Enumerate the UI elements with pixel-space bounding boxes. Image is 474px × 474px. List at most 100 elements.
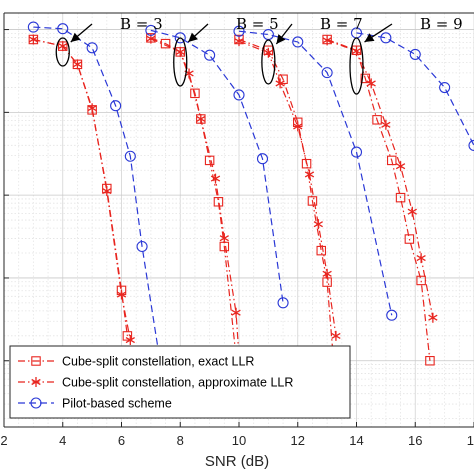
star-marker bbox=[28, 34, 39, 45]
square-marker bbox=[386, 155, 397, 166]
circle-marker bbox=[30, 397, 42, 409]
circle-marker bbox=[321, 67, 333, 79]
star-marker bbox=[263, 47, 274, 58]
circle-marker bbox=[233, 25, 245, 37]
circle-marker bbox=[292, 36, 304, 48]
star-marker bbox=[381, 119, 391, 130]
circle-marker bbox=[136, 240, 148, 253]
square-marker bbox=[301, 158, 312, 169]
legend-label: Pilot-based scheme bbox=[62, 397, 172, 411]
square-marker bbox=[316, 245, 326, 256]
legend-entry-1: Cube-split constellation, exact LLR bbox=[18, 355, 254, 369]
circle-marker bbox=[256, 153, 269, 165]
star-marker bbox=[234, 36, 244, 47]
star-marker bbox=[72, 59, 83, 70]
star-marker bbox=[304, 169, 315, 180]
x-tick-label: 6 bbox=[118, 433, 125, 448]
circle-marker bbox=[86, 42, 98, 54]
star-marker bbox=[275, 78, 285, 89]
star-marker bbox=[175, 46, 185, 57]
annotation-label: B = 9 bbox=[420, 15, 463, 33]
x-tick-label: 4 bbox=[59, 433, 66, 448]
star-marker bbox=[351, 46, 362, 57]
series-layer bbox=[27, 21, 474, 366]
series-line bbox=[326, 39, 434, 318]
square-marker bbox=[160, 38, 171, 49]
annotation-b2: B = 5 bbox=[173, 15, 279, 87]
star-marker bbox=[31, 377, 41, 387]
x-axis-title: SNR (dB) bbox=[205, 453, 269, 470]
star-marker bbox=[322, 268, 332, 279]
circle-marker bbox=[468, 139, 474, 152]
square-marker bbox=[122, 331, 133, 341]
annotation-b3: B = 7 bbox=[261, 15, 363, 85]
circle-marker bbox=[110, 100, 122, 112]
annotation-ellipse bbox=[349, 37, 364, 95]
star-marker bbox=[395, 161, 406, 172]
star-marker bbox=[58, 41, 68, 52]
circle-marker bbox=[174, 32, 186, 44]
annotation-label: B = 5 bbox=[236, 15, 279, 33]
x-tick-label: 12 bbox=[291, 433, 305, 448]
series-line bbox=[326, 38, 431, 361]
star-marker bbox=[416, 253, 426, 264]
x-tick-label: 16 bbox=[408, 433, 422, 448]
legend-box bbox=[9, 345, 351, 419]
legend-entry-2: Cube-split constellation, approximate LL… bbox=[18, 376, 293, 390]
star-marker bbox=[366, 78, 376, 89]
x-tick-label: 2 bbox=[0, 433, 7, 448]
star-marker bbox=[231, 307, 241, 318]
series-line bbox=[238, 40, 337, 337]
star-marker bbox=[210, 173, 221, 184]
series-2 bbox=[28, 33, 438, 362]
x-tick-label: 18 bbox=[467, 433, 474, 448]
legend: Cube-split constellation, exact LLR Cube-… bbox=[9, 345, 351, 419]
circle-marker bbox=[57, 23, 69, 35]
star-marker bbox=[331, 330, 341, 341]
star-marker bbox=[407, 206, 417, 217]
legend-label: Cube-split constellation, exact LLR bbox=[62, 355, 254, 369]
circle-marker bbox=[380, 32, 392, 44]
x-tick-label: 8 bbox=[177, 433, 184, 448]
circle-marker bbox=[350, 146, 363, 158]
circle-marker bbox=[124, 150, 136, 162]
square-marker bbox=[213, 197, 224, 207]
star-marker bbox=[196, 113, 206, 124]
circle-marker bbox=[409, 48, 421, 60]
axes: 2 4 6 8 10 12 14 16 18 bbox=[0, 12, 474, 448]
x-tick-label: 14 bbox=[349, 433, 363, 448]
annotation-b4: B = 9 bbox=[349, 15, 463, 95]
series-3 bbox=[27, 21, 474, 365]
circle-marker bbox=[145, 24, 157, 36]
star-marker bbox=[313, 219, 323, 230]
circle-marker bbox=[439, 81, 451, 94]
annotation-ellipse bbox=[173, 37, 188, 87]
square-marker bbox=[404, 234, 415, 244]
x-tick-label: 10 bbox=[232, 433, 246, 448]
star-marker bbox=[125, 335, 135, 346]
star-marker bbox=[102, 186, 112, 197]
annotation-ellipse bbox=[55, 37, 70, 67]
star-marker bbox=[428, 312, 438, 323]
circle-marker bbox=[386, 309, 398, 321]
annotation-ellipse bbox=[261, 39, 276, 85]
star-marker bbox=[116, 289, 127, 300]
series-line bbox=[150, 38, 240, 357]
annotations: B = 3 B = 5 B = 7 B = 9 bbox=[55, 15, 463, 95]
annotation-arrowhead bbox=[364, 33, 375, 42]
square-marker bbox=[425, 356, 435, 366]
square-marker bbox=[190, 88, 200, 99]
circle-marker bbox=[27, 21, 39, 33]
annotation-b1: B = 3 bbox=[55, 15, 163, 67]
annotation-label: B = 7 bbox=[320, 15, 363, 33]
square-marker bbox=[307, 196, 318, 206]
circle-marker bbox=[277, 297, 289, 309]
annotation-arrowhead bbox=[276, 34, 286, 44]
legend-label: Cube-split constellation, approximate LL… bbox=[62, 376, 293, 390]
annotation-arrowhead bbox=[70, 32, 81, 42]
annotation-arrowhead bbox=[188, 32, 198, 42]
annotation-label: B = 3 bbox=[120, 15, 163, 33]
legend-entry-3: Pilot-based scheme bbox=[18, 397, 172, 411]
square-marker bbox=[372, 115, 382, 125]
